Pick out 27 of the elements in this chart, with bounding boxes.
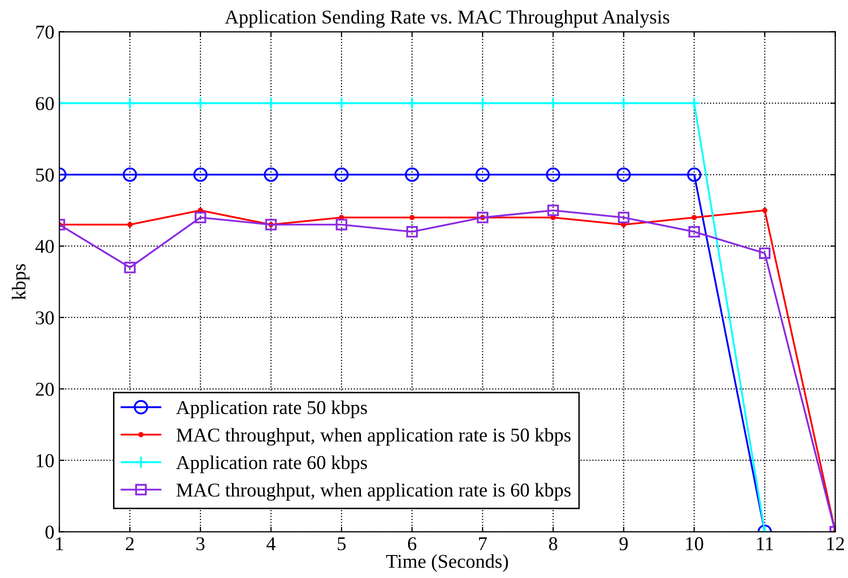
legend-label: Application rate 50 kbps (176, 400, 367, 418)
y-tick-label: 50 (36, 168, 54, 182)
x-tick-label: 5 (338, 537, 346, 550)
x-tick-label: 10 (686, 537, 704, 550)
y-tick-label: 70 (36, 26, 54, 39)
x-tick-label: 12 (827, 537, 844, 550)
x-axis-title: Time (Seconds) (386, 554, 508, 572)
x-tick-label: 6 (408, 537, 416, 550)
legend-label: MAC throughput, when application rate is 50 kbps (176, 428, 571, 446)
x-tick-label: 3 (196, 537, 205, 550)
x-tick-label: 1 (56, 537, 64, 550)
x-tick-label: 2 (126, 537, 134, 550)
y-tick-label: 10 (36, 454, 54, 468)
x-tick-label: 8 (549, 537, 558, 550)
legend-label: MAC throughput, when application rate is 60 kbps (176, 482, 571, 501)
y-tick-label: 60 (36, 97, 54, 110)
x-tick-label: 4 (266, 537, 276, 550)
y-tick-label: 20 (36, 382, 54, 396)
y-axis-title: kbps (12, 264, 30, 300)
y-tick-label: 40 (35, 240, 54, 253)
chart-title: Application Sending Rate vs. MAC Throughput Analysis (224, 10, 670, 28)
y-tick-label: 30 (36, 311, 54, 324)
x-tick-label: 11 (757, 537, 773, 550)
y-tick-label: 0 (46, 526, 54, 539)
x-tick-label: 7 (479, 537, 487, 550)
legend-label: Application rate 60 kbps (176, 455, 367, 474)
x-tick-label: 9 (619, 537, 628, 550)
